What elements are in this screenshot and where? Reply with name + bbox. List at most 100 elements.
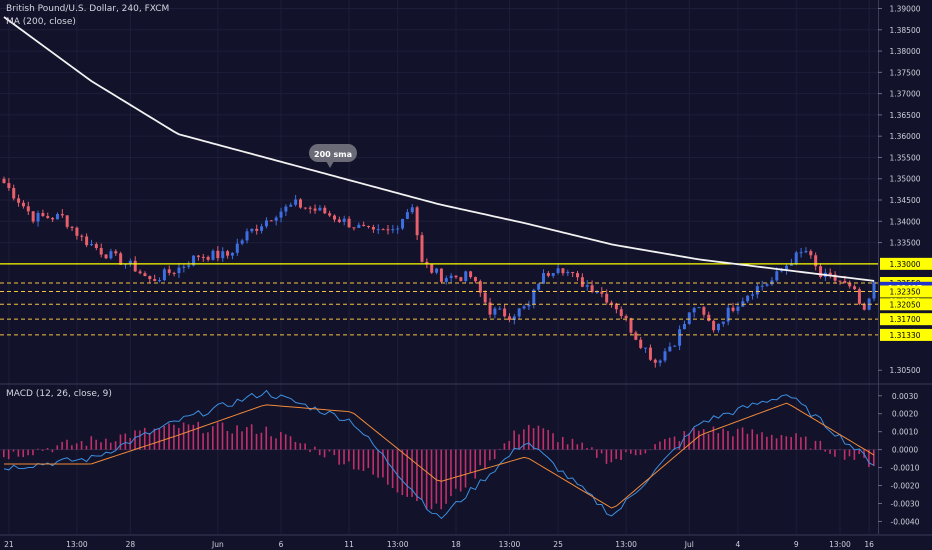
candle-body: [2, 178, 6, 184]
macd-histogram-bar: [207, 432, 209, 450]
candle-body: [196, 255, 200, 257]
macd-histogram-bar: [192, 424, 195, 450]
macd-legend[interactable]: MACD (12, 26, close, 9): [6, 389, 115, 399]
macd-histogram-bar: [3, 449, 5, 458]
candle-body: [469, 271, 473, 278]
candle-body: [459, 277, 463, 281]
annotation-bubble[interactable]: [309, 144, 357, 162]
macd-tick-label: -0.0010: [891, 464, 920, 473]
macd-histogram-bar: [51, 449, 54, 453]
candle-body: [541, 273, 545, 284]
symbol-title: British Pound/U.S. Dollar, 240, FXCM: [6, 4, 170, 14]
candle-body: [862, 303, 866, 310]
macd-histogram-bar: [795, 433, 797, 450]
macd-histogram-bar: [163, 426, 165, 450]
macd-histogram-bar: [95, 439, 97, 450]
macd-histogram-bar: [649, 449, 652, 451]
candle-body: [794, 252, 798, 264]
macd-histogram-bar: [216, 422, 219, 450]
candle-body: [576, 273, 580, 278]
candle-body: [648, 347, 652, 360]
macd-histogram-bar: [518, 434, 520, 450]
macd-histogram-bar: [241, 431, 243, 450]
macd-histogram-bar: [819, 440, 822, 450]
candle-body: [313, 208, 317, 211]
candle-body: [775, 271, 779, 281]
macd-histogram-bar: [197, 421, 200, 450]
candle-body: [31, 211, 35, 222]
candle-body: [439, 268, 443, 282]
candle-body: [522, 306, 526, 309]
candle-body: [333, 215, 337, 220]
macd-histogram-bar: [610, 449, 613, 463]
candle-body: [17, 198, 21, 203]
macd-histogram-bar: [338, 449, 340, 465]
level-price-label: 1.32050: [889, 300, 920, 309]
candle-body: [464, 271, 468, 281]
macd-histogram-bar: [843, 449, 846, 460]
macd-histogram-bar: [168, 423, 170, 450]
candle-body: [614, 303, 618, 310]
candle-body: [673, 345, 677, 347]
macd-histogram-bar: [284, 434, 287, 450]
macd-tick-label: 0.0020: [892, 410, 918, 419]
annotation-pointer: [326, 161, 334, 168]
macd-histogram-bar: [493, 449, 496, 460]
candle-body: [619, 309, 623, 317]
time-tick-label: 13:00: [66, 540, 88, 549]
candle-body: [308, 207, 312, 209]
candle-body: [26, 206, 30, 212]
ma-legend[interactable]: MA (200, close): [6, 17, 79, 27]
macd-histogram-bar: [401, 449, 404, 496]
candle-body: [435, 268, 439, 273]
macd-histogram-bar: [27, 449, 29, 456]
candle-body: [571, 271, 575, 274]
macd-histogram-bar: [367, 449, 370, 469]
candle-body: [381, 229, 385, 231]
macd-histogram-bar: [299, 443, 302, 450]
candle-body: [663, 351, 667, 361]
candle-body: [819, 266, 823, 278]
candle-body: [799, 252, 803, 254]
candle-body: [498, 308, 502, 310]
macd-histogram-bar: [343, 449, 345, 465]
time-tick-label: 13:00: [387, 540, 409, 549]
macd-histogram-bar: [328, 449, 331, 452]
candle-body: [580, 277, 584, 287]
candle-body: [716, 323, 720, 331]
time-tick-label: 28: [126, 540, 136, 549]
macd-histogram-bar: [289, 436, 292, 450]
candle-body: [731, 307, 735, 311]
macd-histogram-bar: [668, 437, 671, 450]
macd-histogram-bar: [134, 430, 136, 450]
candle-body: [546, 273, 550, 276]
macd-histogram-bar: [775, 438, 778, 450]
macd-histogram-bar: [469, 449, 472, 474]
candle-body: [430, 264, 434, 273]
macd-histogram-bar: [503, 443, 506, 450]
candle-body: [245, 231, 249, 241]
macd-histogram-bar: [114, 441, 117, 450]
candle-body: [367, 225, 371, 227]
time-tick-label: 9: [794, 540, 799, 549]
candle-body: [833, 274, 837, 281]
macd-histogram-bar: [314, 446, 316, 450]
candle-body: [512, 316, 516, 320]
macd-histogram-bar: [7, 449, 10, 460]
candle-body: [158, 280, 162, 282]
symbol-legend[interactable]: British Pound/U.S. Dollar, 240, FXCM: [6, 4, 172, 14]
candle-body: [148, 276, 152, 280]
macd-histogram-bar: [678, 441, 681, 450]
macd-tick-label: 0.0000: [892, 446, 918, 455]
candle-body: [838, 280, 842, 282]
candle-body: [857, 289, 861, 304]
macd-histogram-bar: [323, 449, 326, 458]
macd-histogram-bar: [90, 436, 93, 450]
candle-body: [561, 268, 565, 274]
candle-body: [687, 312, 691, 324]
candle-body: [517, 308, 521, 317]
macd-histogram-bar: [586, 448, 588, 450]
macd-histogram-bar: [489, 449, 491, 461]
